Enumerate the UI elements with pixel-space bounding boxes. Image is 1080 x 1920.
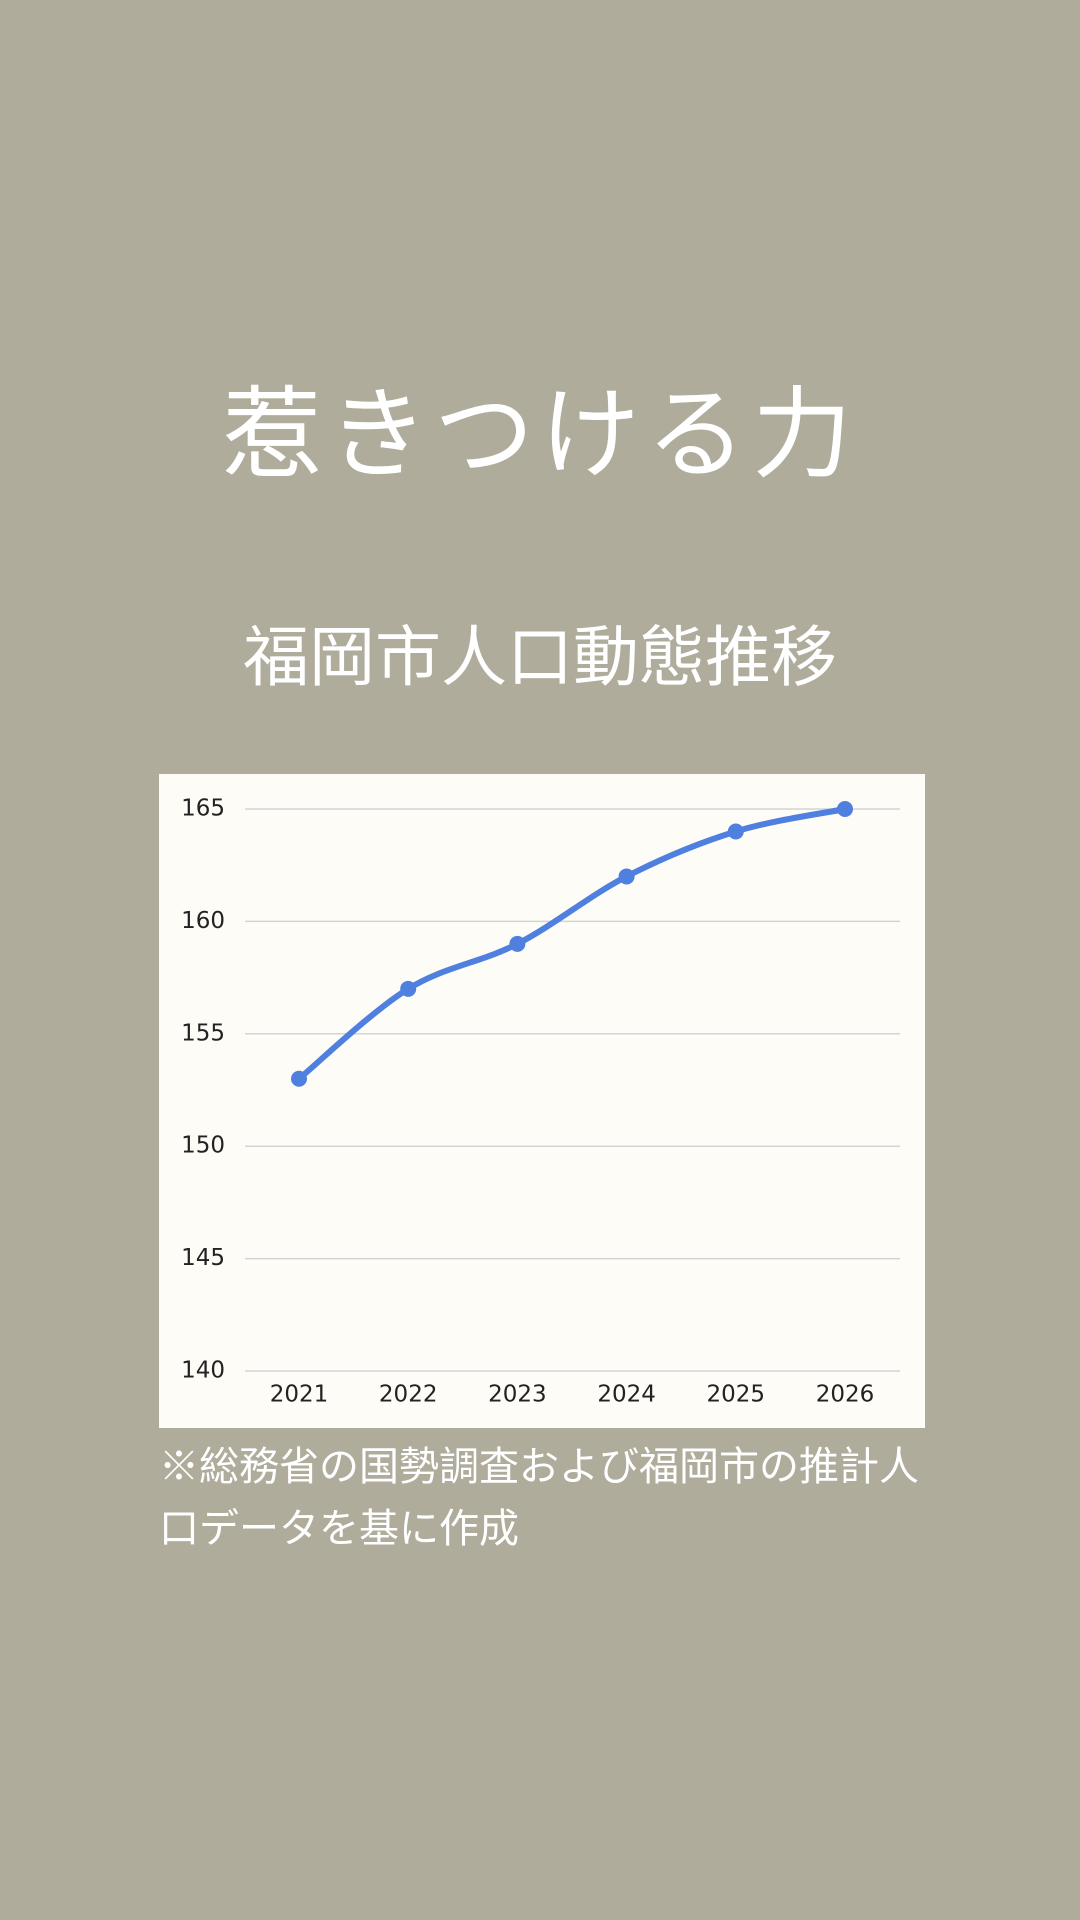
- x-tick-label: 2022: [379, 1382, 438, 1408]
- point: [618, 868, 635, 885]
- x-tick-label: 2026: [816, 1382, 875, 1408]
- y-tick-label: 150: [181, 1133, 225, 1159]
- x-tick-label: 2024: [597, 1382, 656, 1408]
- point: [727, 823, 744, 840]
- chart-title: 福岡市人口動態推移: [243, 619, 837, 696]
- x-tick-label: 2025: [707, 1382, 766, 1408]
- point: [400, 980, 417, 997]
- y-tick-label: 145: [181, 1245, 225, 1271]
- chart-background: [159, 774, 925, 1428]
- point: [837, 801, 853, 817]
- point: [509, 935, 526, 952]
- footnote: ※総務省の国勢調査および福岡市の推計人口データを基に作成: [159, 1444, 919, 1552]
- chart: 140 145 150 155 160 165 2021 2022 2023 2024 2025 20…: [159, 774, 925, 1428]
- y-tick-label: 140: [181, 1358, 225, 1384]
- page-title: 惹きつける力: [222, 376, 858, 493]
- x-tick-label: 2021: [270, 1382, 329, 1408]
- point: [291, 1070, 307, 1087]
- y-tick-label: 160: [181, 908, 225, 934]
- y-tick-label: 155: [181, 1020, 225, 1046]
- line: [296, 806, 848, 1082]
- y-tick-label: 165: [181, 796, 225, 822]
- x-tick-label: 2023: [488, 1382, 547, 1408]
